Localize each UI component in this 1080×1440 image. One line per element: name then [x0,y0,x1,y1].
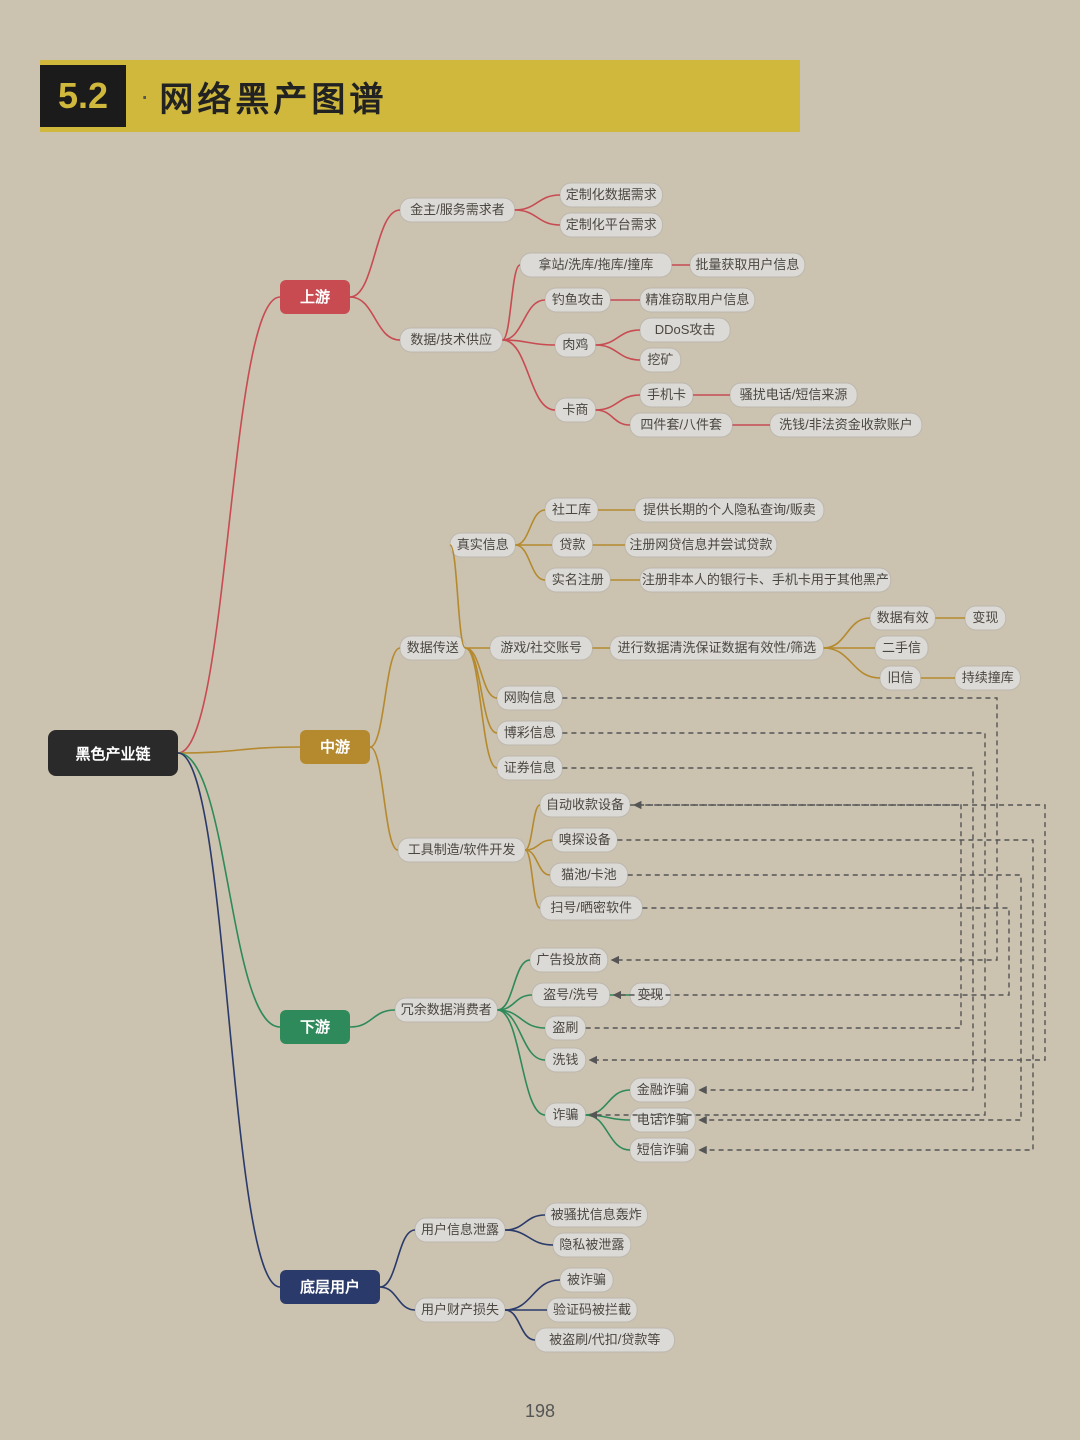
leaf-node: 旧信 [887,670,913,685]
leaf-node: 验证码被拦截 [553,1302,631,1317]
leaf-node: 提供长期的个人隐私查询/贩卖 [643,502,816,517]
leaf-node: DDoS攻击 [655,322,716,337]
leaf-node: 手机卡 [647,387,686,402]
leaf-node: 注册网贷信息并尝试贷款 [629,537,772,552]
leaf-node: 真实信息 [457,537,509,552]
leaf-node: 嗅探设备 [559,832,611,847]
leaf-node: 用户信息泄露 [421,1222,499,1237]
leaf-node: 被盗刷/代扣/贷款等 [549,1332,660,1347]
leaf-node: 洗钱 [552,1052,578,1067]
leaf-node: 金融诈骗 [637,1082,689,1097]
leaf-node: 定制化平台需求 [566,217,657,232]
root-node: 黑色产业链 [75,745,151,763]
leaf-node: 二手信 [882,640,921,655]
leaf-node: 短信诈骗 [637,1142,689,1157]
leaf-node: 扫号/晒密软件 [550,900,632,915]
leaf-node: 社工库 [552,502,591,517]
leaf-node: 数据/技术供应 [410,332,492,347]
leaf-node: 挖矿 [647,352,673,367]
leaf-node: 拿站/洗库/拖库/撞库 [539,257,654,272]
leaf-node: 数据有效 [877,610,929,625]
leaf-node: 猫池/卡池 [561,867,617,882]
leaf-node: 盗号/洗号 [543,987,599,1002]
dashed-link [562,698,997,960]
leaf-node: 金主/服务需求者 [410,202,505,217]
leaf-node: 贷款 [559,537,585,552]
leaf-node: 冗余数据消费者 [401,1002,492,1017]
branch-node: 中游 [320,738,350,756]
leaf-node: 工具制造/软件开发 [408,842,516,857]
leaf-node: 实名注册 [552,572,604,587]
leaf-node: 肉鸡 [562,337,588,352]
leaf-node: 卡商 [562,402,588,417]
leaf-node: 被诈骗 [567,1272,606,1287]
leaf-node: 数据传送 [407,640,459,655]
leaf-node: 定制化数据需求 [566,187,657,202]
branch-node: 下游 [300,1018,330,1036]
leaf-node: 自动收款设备 [546,797,624,812]
leaf-node: 被骚扰信息轰炸 [551,1207,642,1222]
mindmap-canvas: 黑色产业链 上游 金主/服务需求者 定制化数据需求定制化平台需求数据/技术供应 拿站/洗… [0,0,1080,1440]
leaf-node: 进行数据清洗保证数据有效性/筛选 [617,640,816,655]
leaf-node: 四件套/八件套 [640,417,722,432]
leaf-node: 诈骗 [552,1107,578,1122]
dashed-link [590,805,1045,1060]
leaf-node: 用户财产损失 [421,1302,499,1317]
leaf-node: 电话诈骗 [637,1112,689,1127]
dashed-link [617,840,1033,1150]
branch-node: 上游 [300,288,330,306]
leaf-node: 持续撞库 [962,670,1014,685]
leaf-node: 隐私被泄露 [559,1237,624,1252]
branch-node: 底层用户 [300,1278,360,1296]
leaf-node: 网购信息 [504,690,556,705]
page-number: 198 [0,1401,1080,1422]
dashed-link [562,733,985,1115]
leaf-node: 批量获取用户信息 [695,257,799,272]
leaf-node: 证券信息 [504,760,556,775]
leaf-node: 广告投放商 [536,952,601,967]
leaf-node: 博彩信息 [504,725,556,740]
leaf-node: 洗钱/非法资金收款账户 [779,417,913,432]
leaf-node: 骚扰电话/短信来源 [740,387,848,402]
leaf-node: 游戏/社交账号 [500,640,582,655]
leaf-node: 注册非本人的银行卡、手机卡用于其他黑产 [642,572,889,587]
leaf-node: 盗刷 [552,1020,578,1035]
leaf-node: 变现 [972,610,998,625]
leaf-node: 精准窃取用户信息 [645,292,749,307]
leaf-node: 钓鱼攻击 [552,292,604,307]
dashed-link [614,908,1009,995]
